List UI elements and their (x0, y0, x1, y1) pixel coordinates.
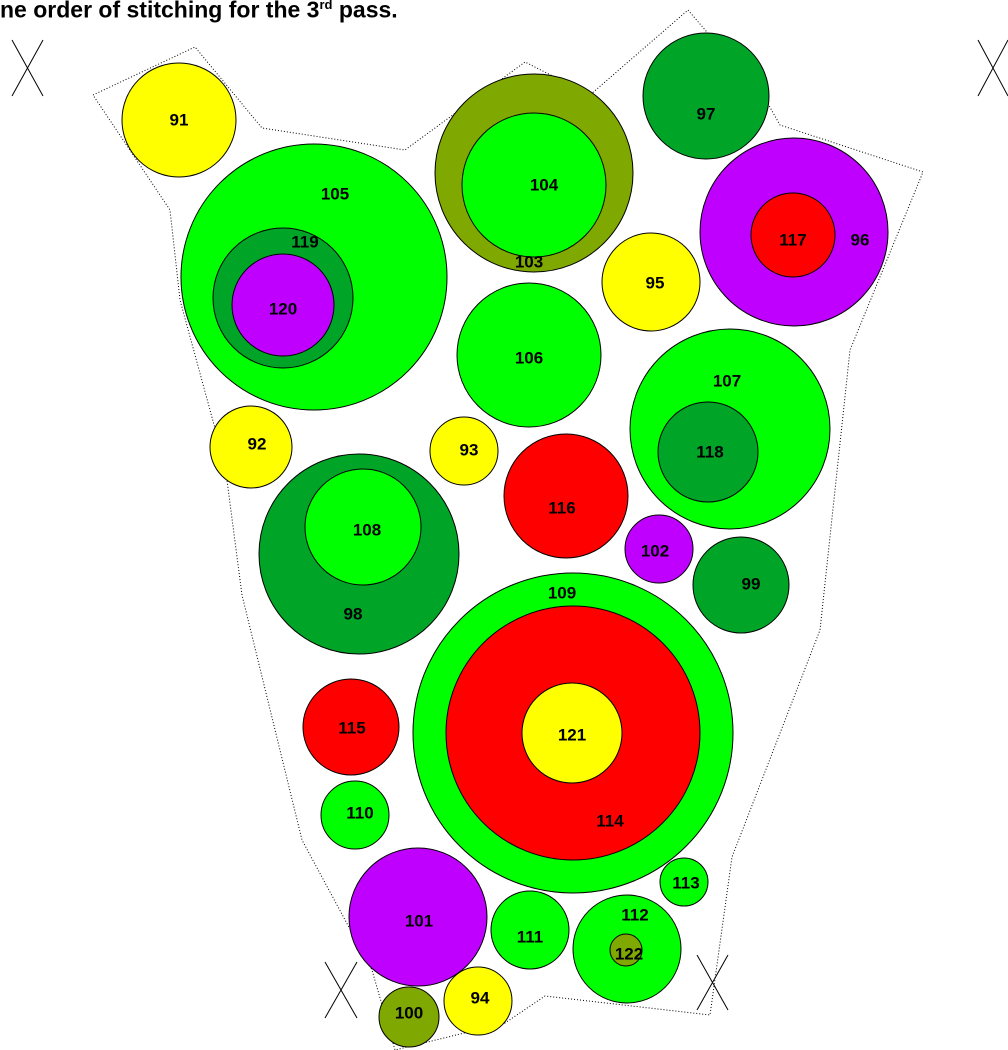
stitch-label-116: 116 (548, 499, 575, 518)
stitch-label-100: 100 (395, 1004, 423, 1023)
heading-superscript: rd (319, 0, 333, 12)
stitch-label-102: 102 (641, 542, 669, 561)
stitch-label-95: 95 (646, 274, 665, 293)
stitch-circle-92 (209, 405, 293, 489)
fabric-outline (92, 9, 924, 1050)
stitch-label-103: 103 (515, 253, 543, 272)
stitch-label-117: 117 (779, 231, 806, 250)
stitch-circle-121 (521, 682, 623, 784)
page-heading: ne order of stitching for the 3rd pass. (0, 0, 398, 25)
stitch-label-121: 121 (558, 726, 586, 745)
stitch-circle-118 (657, 401, 759, 503)
stitch-circle-104 (461, 112, 607, 258)
stitch-circle-116 (503, 433, 629, 559)
stitch-label-98: 98 (344, 605, 363, 624)
stitch-circle-91 (121, 62, 237, 178)
stitch-label-106: 106 (515, 349, 543, 368)
stitch-circle-110 (320, 780, 390, 850)
stitch-label-91: 91 (170, 111, 189, 130)
stitch-circle-120 (231, 253, 335, 357)
stitch-label-112: 112 (621, 906, 648, 925)
stitch-label-94: 94 (471, 989, 490, 1008)
stitch-circle-100 (378, 986, 440, 1048)
stitch-circle-111 (490, 890, 570, 970)
stitch-circle-117 (750, 192, 836, 278)
stitch-label-104: 104 (530, 176, 559, 195)
stitch-label-93: 93 (460, 441, 479, 460)
stitch-label-110: 110 (346, 804, 373, 823)
stitch-label-101: 101 (405, 912, 433, 931)
stitch-label-107: 107 (713, 372, 741, 391)
stitch-label-114: 114 (596, 812, 624, 831)
stitch-label-92: 92 (248, 435, 267, 454)
stitch-label-105: 105 (321, 185, 349, 204)
stitch-circle-101 (348, 847, 488, 987)
stitch-label-113: 113 (672, 874, 699, 893)
stitch-label-120: 120 (269, 300, 297, 319)
stitch-label-99: 99 (742, 575, 761, 594)
heading-text-end: pass. (332, 0, 398, 23)
stitch-circle-102 (624, 514, 694, 584)
stitch-label-111: 111 (517, 928, 544, 947)
stitch-label-97: 97 (697, 105, 716, 124)
registration-mark-top-right (977, 39, 1008, 97)
stitch-label-118: 118 (696, 443, 723, 462)
stitch-circle-106 (456, 282, 602, 428)
heading-text: ne order of stitching for the 3 (0, 0, 320, 23)
registration-mark-top-left (11, 39, 44, 97)
stitch-label-96: 96 (851, 231, 870, 250)
registration-mark-bottom-right (696, 954, 729, 1011)
stitch-label-119: 119 (291, 233, 318, 252)
stitch-label-108: 108 (353, 521, 381, 540)
stitch-circle-99 (692, 536, 790, 634)
stitch-circle-97 (642, 32, 770, 160)
stitch-circle-108 (304, 468, 422, 586)
stitch-label-122: 122 (615, 945, 643, 964)
stitch-circle-93 (429, 416, 499, 486)
stitch-circle-115 (302, 678, 400, 776)
stitch-circle-94 (443, 966, 513, 1036)
registration-mark-bottom-left (324, 961, 358, 1019)
stitch-circle-122 (609, 933, 643, 967)
stitch-label-109: 109 (548, 584, 576, 603)
stitch-circle-95 (601, 232, 701, 332)
stitch-circle-113 (659, 857, 709, 907)
stitch-label-115: 115 (338, 719, 365, 738)
